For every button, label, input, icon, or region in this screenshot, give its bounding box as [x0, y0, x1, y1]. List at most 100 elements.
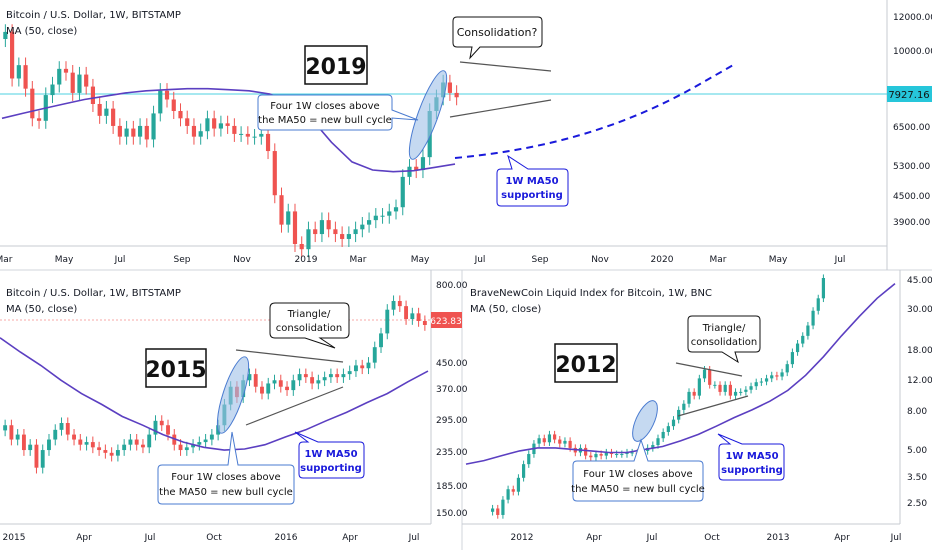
price-tick-label: 45.00 [907, 276, 932, 286]
candle [811, 307, 815, 330]
candle [84, 66, 89, 95]
candle-body [97, 103, 102, 116]
candle [651, 441, 655, 452]
bl-last-price-value: 623.83 [430, 317, 462, 327]
candle-body [28, 444, 33, 451]
br-triangle-line1: Triangle/ [702, 323, 746, 334]
candle [373, 208, 378, 229]
candle-body [260, 386, 264, 394]
candle [40, 444, 45, 474]
candle [692, 388, 696, 400]
candle [306, 221, 311, 258]
candle [28, 439, 33, 456]
price-tick-label: 18.00 [907, 346, 932, 356]
candle [558, 435, 562, 448]
candle [795, 339, 800, 356]
candle [346, 226, 351, 247]
candle-body [542, 438, 546, 443]
price-tick-label: 8.00 [907, 407, 927, 417]
price-tick-label: 185.00 [436, 482, 468, 492]
candle-body [90, 86, 96, 104]
candle-body [801, 335, 805, 344]
candle-body [387, 211, 392, 216]
candle [297, 368, 302, 387]
candle [10, 24, 15, 87]
candle-body [16, 65, 21, 79]
br-bull-cycle-line2: the MA50 = new bull cycle [571, 484, 705, 495]
candle-body [115, 450, 120, 456]
candle [682, 400, 686, 414]
candle-body [335, 374, 340, 378]
candle-body [785, 364, 789, 373]
candle [185, 110, 190, 134]
candle [625, 448, 629, 458]
candle [697, 374, 701, 400]
time-tick-label: Apr [342, 533, 358, 543]
candle [733, 388, 738, 400]
candle [527, 450, 531, 468]
candle [239, 126, 244, 142]
candle-body [718, 384, 722, 392]
candle-body [360, 224, 365, 230]
br-bull-cycle-callout [572, 438, 704, 502]
candle-body [739, 391, 743, 393]
candle-body [454, 92, 459, 98]
candle-body [326, 220, 331, 230]
candle [387, 203, 392, 224]
candle-body [692, 391, 696, 396]
candle [225, 115, 230, 134]
candle [232, 118, 237, 142]
candle [718, 381, 722, 396]
candle [759, 377, 763, 386]
price-tick-label: 6500.00 [893, 123, 930, 133]
candle [178, 439, 183, 456]
bl-bull-cycle-line2: the MA50 = new bull cycle [159, 487, 293, 498]
candle [144, 118, 149, 148]
time-tick-label: Sep [532, 255, 549, 265]
candle-body [191, 444, 196, 448]
candle-body [391, 300, 396, 310]
candle-body [759, 381, 763, 383]
candle [770, 371, 774, 383]
candle [553, 430, 557, 444]
candle-body [397, 300, 402, 307]
candle [103, 444, 108, 459]
bottom-right-chart-panel: BraveNewCoin Liquid Index for Bitcoin, 1… [462, 270, 932, 543]
candle [589, 452, 593, 461]
candle [454, 85, 459, 106]
bull-cycle-line1: Four 1W closes above [270, 101, 379, 112]
candle [780, 368, 784, 381]
candle [131, 120, 136, 145]
candle-body [372, 347, 377, 363]
bl-time-axis: 2015 Apr Jul Oct 2016 Apr Jul [3, 533, 420, 543]
candle-body [770, 375, 774, 379]
candle-body [677, 409, 681, 420]
candle [77, 66, 82, 101]
candle-body [50, 84, 55, 96]
candle [198, 123, 203, 145]
candle [111, 100, 116, 134]
candle [542, 434, 546, 446]
candle-body [164, 90, 170, 100]
price-tick-label: 295.00 [436, 416, 468, 426]
candle [775, 371, 779, 381]
bull-cycle-highlight [408, 70, 448, 160]
candle-body [400, 176, 405, 208]
candle [158, 83, 163, 122]
candle [563, 437, 567, 448]
bl-triangle-callout [269, 302, 350, 349]
candle [278, 374, 283, 393]
candle [335, 368, 340, 383]
top-time-axis: Mar May Jul Sep Nov 2019 Mar May Jul Sep Nov 2020 Ma… [0, 255, 845, 265]
candle [723, 381, 727, 396]
year-box-2019 [304, 45, 368, 85]
candle [604, 448, 608, 460]
candle-body [313, 229, 318, 235]
br-time-axis: 2012 Apr Jul Oct 2013 Apr Jul [511, 533, 902, 543]
br-indicator: MA (50, close) [470, 304, 541, 315]
price-tick-label: 800.00 [436, 281, 468, 291]
candle-body [10, 31, 15, 79]
candle [326, 212, 331, 238]
candle [191, 439, 196, 454]
candle [184, 441, 189, 456]
